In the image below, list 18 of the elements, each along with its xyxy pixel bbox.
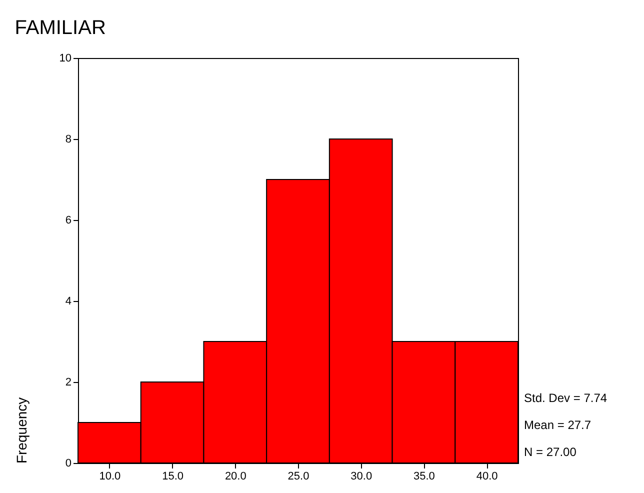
x-tick-label: 15.0 [162, 470, 184, 482]
text: Std. Dev = 7.74 [524, 391, 608, 405]
x-tick-label: 20.0 [224, 470, 246, 482]
chart-title: FAMILIAR [14, 17, 106, 39]
y-tick-label: 4 [65, 296, 72, 308]
y-tick-label: 6 [65, 214, 72, 226]
text: Mean = 27.7 [524, 418, 592, 432]
y-tick-label: 8 [65, 134, 72, 146]
x-tick-label: 40.0 [476, 470, 498, 482]
y-tick-label: 2 [65, 376, 72, 388]
x-tick-label: 25.0 [288, 470, 310, 482]
y-axis-title: Frequency [13, 397, 30, 464]
x-tick-label: 10.0 [99, 470, 121, 482]
y-tick-label: 0 [65, 458, 72, 470]
x-tick-label: 30.0 [350, 470, 372, 482]
text: N = 27.00 [524, 445, 577, 459]
x-tick-label: 35.0 [414, 470, 435, 482]
y-tick-label: 10 [59, 52, 72, 64]
